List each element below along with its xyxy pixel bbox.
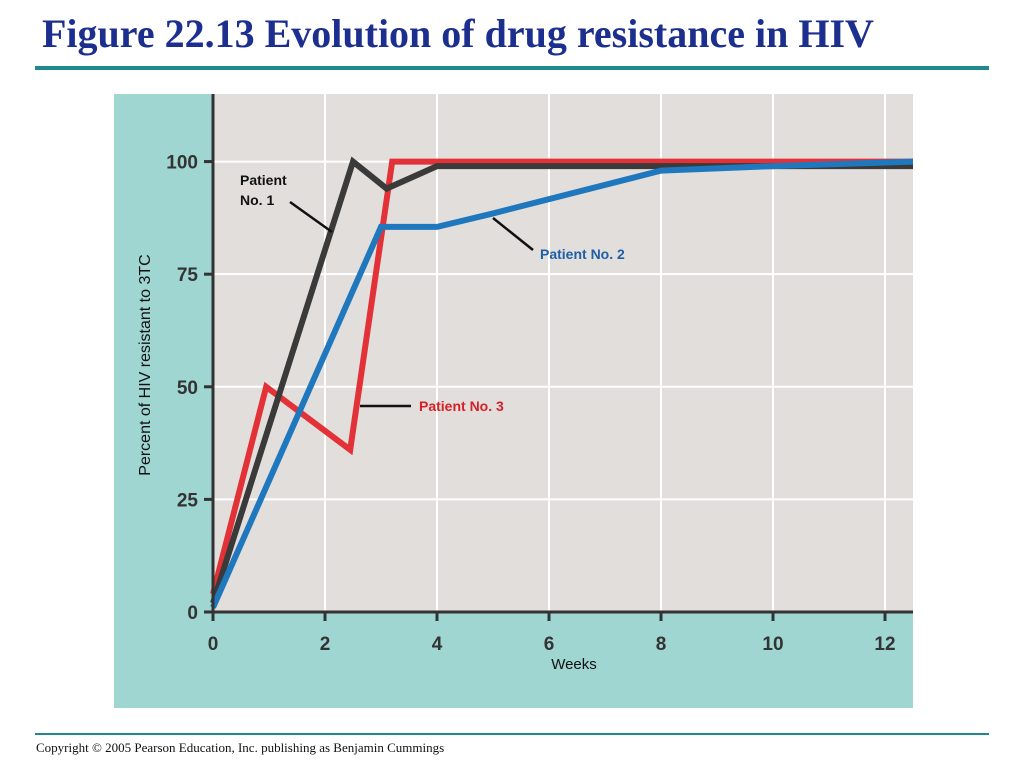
data-series bbox=[210, 156, 914, 609]
x-tick-label: 2 bbox=[320, 634, 331, 655]
series-line-patient-2 bbox=[210, 158, 914, 609]
leader-line-patient-1 bbox=[289, 200, 333, 234]
copyright-notice: Copyright © 2005 Pearson Education, Inc.… bbox=[36, 740, 445, 755]
series-label-patient-3: Patient No. 3 bbox=[419, 398, 504, 414]
tick-labels: 0 2 4 6 8 10 12 0 25 50 75 100 bbox=[166, 153, 895, 655]
axes bbox=[211, 94, 913, 614]
y-tick-label: 100 bbox=[166, 153, 198, 174]
plot-area bbox=[213, 94, 913, 612]
y-axis-label: Percent of HIV resistant to 3TC bbox=[137, 254, 154, 475]
x-axis-label: Weeks bbox=[551, 656, 597, 673]
y-tick-label: 75 bbox=[177, 265, 199, 286]
grid-lines bbox=[213, 94, 913, 612]
title-divider bbox=[35, 66, 989, 70]
leader-line-patient-2 bbox=[492, 217, 534, 251]
series-label-patient-2: Patient No. 2 bbox=[540, 246, 625, 262]
series-labels: Patient No. 1 Patient No. 2 Patient No. 3 bbox=[240, 172, 625, 414]
x-tick-label: 12 bbox=[874, 634, 895, 655]
slide-title: Figure 22.13 Evolution of drug resistanc… bbox=[42, 11, 874, 56]
x-tick-label: 0 bbox=[208, 634, 219, 655]
y-tick-label: 50 bbox=[177, 378, 198, 399]
x-tick-label: 4 bbox=[432, 634, 443, 655]
series-label-patient-1: Patient bbox=[240, 172, 287, 188]
series-line-patient-3 bbox=[210, 158, 913, 595]
series-label-patient-1: No. 1 bbox=[240, 192, 274, 208]
footer-divider bbox=[35, 733, 989, 735]
x-tick-label: 10 bbox=[762, 634, 783, 655]
x-tick-label: 8 bbox=[656, 634, 667, 655]
resistance-chart: 0 2 4 6 8 10 12 0 25 50 75 100 Patient No. 1 Patient … bbox=[114, 94, 914, 708]
y-tick-label: 25 bbox=[177, 490, 199, 511]
y-tick-label: 0 bbox=[187, 603, 198, 624]
series-line-patient-1 bbox=[210, 156, 913, 604]
x-tick-label: 6 bbox=[544, 634, 555, 655]
